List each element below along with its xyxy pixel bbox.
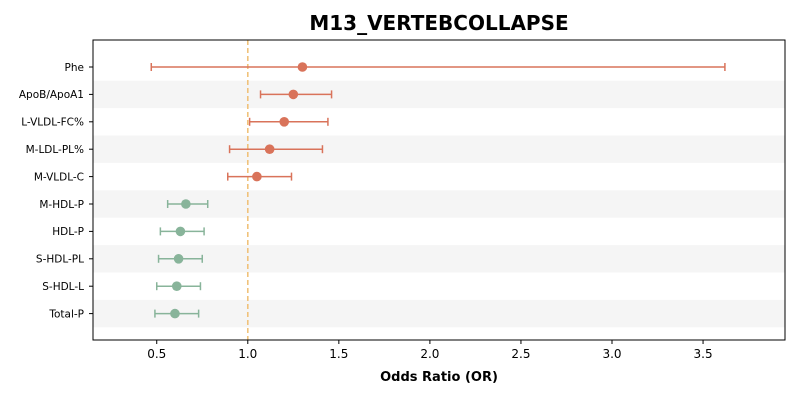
row-band (93, 299, 785, 328)
x-tick-label: 1.0 (238, 347, 257, 361)
y-tick-label: ApoB/ApoA1 (19, 89, 84, 101)
plot-frame (92, 39, 786, 341)
y-tick-label: S-HDL-L (42, 281, 84, 293)
x-tick-label: 3.5 (694, 347, 713, 361)
y-tick-label: M-LDL-PL% (26, 144, 84, 156)
or-point (264, 144, 275, 154)
or-point (288, 89, 299, 100)
x-tick-label: 2.5 (511, 347, 530, 361)
y-tick-label: S-HDL-PL (36, 254, 84, 266)
row-band (93, 135, 785, 163)
or-point (279, 117, 290, 127)
data-marks (150, 62, 726, 319)
y-tick-label: Total-P (48, 308, 84, 320)
or-point (175, 226, 186, 237)
or-point (181, 199, 191, 209)
y-tick-label: M-HDL-P (39, 199, 84, 211)
y-tick-label: Phe (65, 62, 84, 74)
x-tick-label: 0.5 (147, 347, 166, 361)
or-point (252, 171, 262, 182)
row-bands (93, 80, 785, 328)
or-point (297, 62, 308, 72)
row-band (93, 80, 785, 109)
y-tick-label: L-VLDL-FC% (21, 117, 84, 129)
y-tick-label: HDL-P (52, 226, 84, 238)
chart-title: M13_VERTEBCOLLAPSE (309, 11, 568, 35)
row-band (93, 245, 785, 273)
x-axis: 0.5 1.0 1.5 2.0 2.5 3.0 3.5 (147, 340, 713, 361)
x-axis-label: Odds Ratio (OR) (380, 370, 498, 385)
x-tick-label: 3.0 (602, 347, 621, 361)
or-point (173, 253, 184, 264)
or-point (171, 281, 182, 292)
y-axis: Phe ApoB/ApoA1 L-VLDL-FC% M-LDL-PL% M-VLDL-C… (19, 62, 93, 320)
x-tick-label: 2.0 (420, 347, 439, 361)
or-point (170, 308, 180, 319)
x-tick-label: 1.5 (329, 347, 348, 361)
y-tick-label: M-VLDL-C (34, 171, 84, 183)
